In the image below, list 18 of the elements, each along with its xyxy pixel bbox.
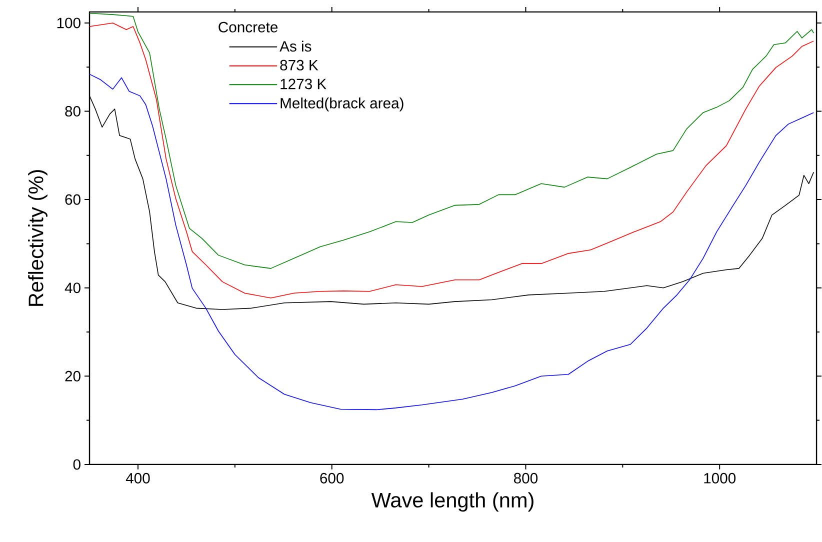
x-axis-title: Wave length (nm) [371,492,534,512]
legend-label: 1273 K [280,78,326,90]
legend-title: Concrete [218,22,278,32]
x-tick-label: 1000 [704,472,736,484]
legend-label: 873 K [280,60,318,70]
y-tick-label: 80 [65,106,80,117]
y-tick-label: 0 [73,459,80,470]
line-series [89,74,814,410]
y-tick-label: 20 [65,370,80,382]
x-tick-label: 600 [320,472,344,484]
x-tick-label: 800 [514,472,538,484]
y-axis-title: Reflectivity (%) [28,170,48,306]
y-tick-label: 40 [64,282,80,294]
legend-label: As is [280,40,312,52]
y-tick-label: 60 [65,194,80,205]
x-tick-label: 400 [126,472,150,484]
y-tick-label: 100 [57,18,80,28]
legend-label: Melted(brack area) [280,98,404,112]
